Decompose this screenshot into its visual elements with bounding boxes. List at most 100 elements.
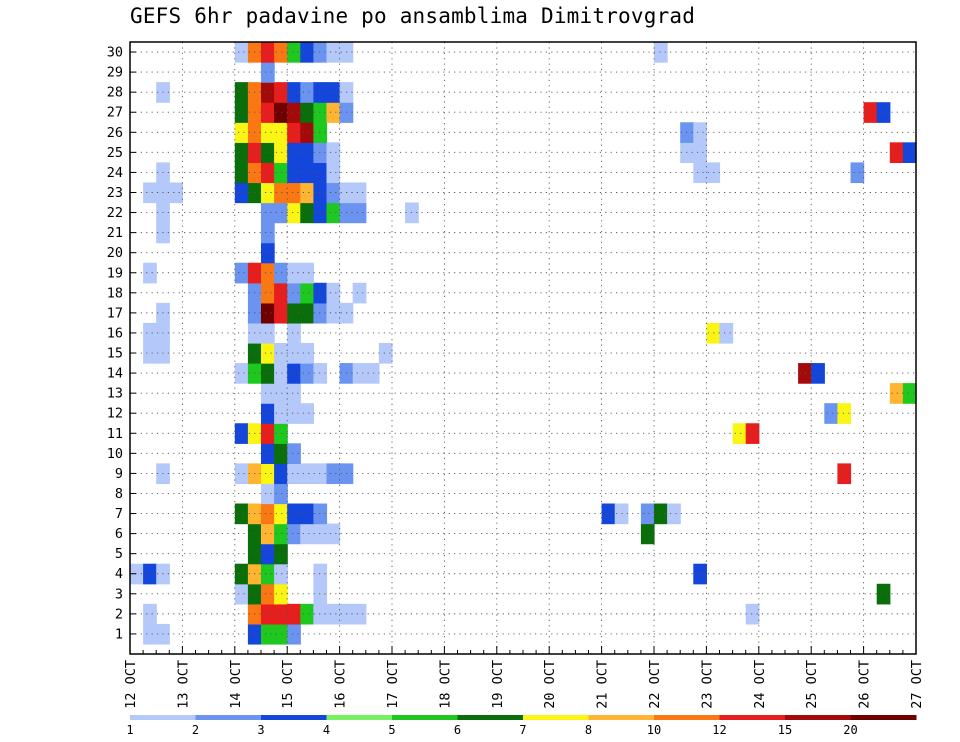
heatmap-cell: [326, 202, 341, 224]
heatmap-cell: [261, 82, 275, 103]
heatmap-cell: [234, 122, 249, 143]
heatmap-cell: [287, 82, 301, 103]
x-axis: 12 OCT 13 OCT 14 OCT 15 OCT 16 OCT 17 OCT 18 O…: [123, 646, 925, 709]
y-tick-label: 5: [115, 546, 123, 562]
y-tick-label: 30: [107, 45, 123, 61]
heatmap-cell: [143, 623, 157, 645]
heatmap-cell: [300, 302, 314, 324]
legend-swatch: [195, 715, 262, 720]
heatmap-cell: [876, 102, 891, 123]
heatmap-cell: [274, 142, 288, 163]
heatmap-cell: [352, 182, 367, 204]
heatmap-cell: [287, 182, 301, 204]
heatmap-cell: [745, 423, 760, 444]
heatmap-cell: [287, 383, 301, 404]
heatmap-cell: [326, 523, 341, 545]
heatmap-cell: [300, 142, 314, 163]
heatmap-cell: [300, 162, 314, 184]
heatmap-cell: [287, 463, 301, 485]
heatmap-cell: [143, 262, 157, 284]
legend-label: 10: [647, 723, 661, 737]
heatmap-cell: [274, 563, 288, 585]
y-tick-label: 25: [107, 145, 123, 161]
heatmap-cell: [234, 503, 249, 525]
heatmap-cell: [234, 162, 249, 184]
heatmap-cell: [824, 403, 838, 424]
heatmap-cell: [902, 383, 917, 404]
heatmap-cell: [261, 182, 275, 204]
heatmap-cell: [234, 182, 249, 204]
heatmap-cell: [313, 603, 328, 625]
heatmap-cell: [287, 102, 301, 123]
chart-title: GEFS 6hr padavine po ansamblima Dimitrov…: [130, 4, 696, 28]
heatmap-cell: [326, 463, 341, 485]
x-tick-label: 21 OCT: [595, 660, 611, 709]
legend-label: 8: [585, 723, 592, 737]
heatmap-cell: [274, 523, 288, 545]
y-tick-label: 26: [107, 125, 123, 141]
y-tick-label: 1: [115, 626, 123, 642]
heatmap-cell: [261, 523, 275, 545]
heatmap-cell: [274, 403, 288, 424]
heatmap-cell: [143, 182, 157, 204]
heatmap-cell: [234, 563, 249, 585]
x-tick-label: 13 OCT: [175, 660, 191, 709]
heatmap-cell: [601, 503, 616, 525]
heatmap-cell: [287, 202, 301, 224]
y-tick-label: 13: [107, 386, 123, 402]
heatmap-cell: [352, 282, 367, 304]
heatmap-cell: [287, 142, 301, 163]
heatmap-cell: [326, 162, 341, 184]
heatmap-cell: [261, 202, 275, 224]
heatmap-cell: [300, 342, 314, 364]
heatmap-cell: [261, 122, 275, 143]
heatmap-cell: [732, 423, 747, 444]
y-tick-label: 6: [115, 526, 123, 542]
heatmap-cell: [287, 162, 301, 184]
heatmap-cell: [326, 282, 341, 304]
legend-swatch: [785, 715, 851, 720]
heatmap-cell: [326, 102, 341, 123]
y-tick-label: 16: [107, 325, 123, 341]
y-tick-label: 12: [107, 406, 123, 422]
heatmap-cell: [234, 583, 249, 605]
heatmap-cell: [326, 603, 341, 625]
heatmap-cell: [313, 523, 328, 545]
heatmap-cell: [234, 142, 249, 163]
heatmap-cell: [640, 523, 655, 545]
legend-swatch: [130, 715, 196, 720]
heatmap-cell: [261, 543, 275, 565]
heatmap-cell: [274, 162, 288, 184]
heatmap-cell: [261, 403, 275, 424]
x-tick-label: 25 OCT: [804, 660, 820, 709]
heatmap-cell: [261, 463, 275, 485]
heatmap-cell: [261, 42, 275, 63]
heatmap-cell: [837, 403, 852, 424]
heatmap-cell: [274, 342, 288, 364]
heatmap-cell: [261, 102, 275, 123]
x-tick-label: 16 OCT: [333, 660, 349, 709]
y-tick-label: 10: [107, 446, 123, 462]
legend-label: 3: [257, 723, 264, 737]
heatmap-cell: [654, 503, 668, 525]
heatmap-cell: [313, 463, 328, 485]
heatmap-cell: [274, 122, 288, 143]
heatmap-cell: [261, 342, 275, 364]
heatmap-cell: [261, 383, 275, 404]
heatmap-cell: [326, 42, 341, 63]
heatmap-cell: [300, 363, 314, 384]
heatmap-cell: [640, 503, 655, 525]
heatmap-cell: [313, 503, 328, 525]
heatmap-cell: [313, 182, 328, 204]
heatmap-cell: [326, 82, 341, 103]
legend-label: 7: [519, 723, 526, 737]
heatmap-cell: [300, 403, 314, 424]
y-tick-label: 14: [107, 366, 123, 382]
heatmap-cell: [274, 623, 288, 645]
y-tick-label: 11: [107, 426, 123, 442]
color-legend: 1 2 3 4 5 6 7 8 10 12 15 20: [126, 715, 917, 737]
heatmap-cell: [745, 603, 760, 625]
heatmap-cell: [274, 503, 288, 525]
heatmap-cell: [274, 483, 288, 505]
heatmap-cell: [274, 363, 288, 384]
